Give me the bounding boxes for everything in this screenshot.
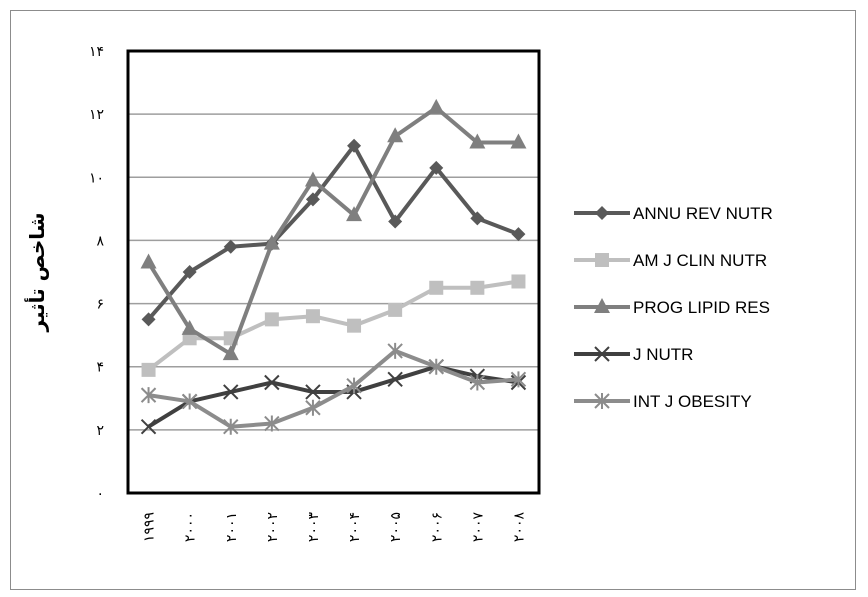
y-tick-label: ۱۲ [89,107,104,123]
y-tick-label: ۴ [96,360,104,376]
x-tick-label: ۲۰۰۲ [265,512,281,542]
x-tick-label: ۱۹۹۹ [142,512,158,542]
y-tick-label: ۱۰ [89,170,104,186]
x-tick-label: ۲۰۰۵ [388,512,404,542]
y-tick-label: ۰ [96,486,104,502]
data-point [429,281,443,295]
legend-marker [595,206,609,220]
y-tick-label: ۶ [96,297,104,313]
legend-item-annu-rev-nutr: ANNU REV NUTR [574,204,773,223]
legend-item-am-j-clin-nutr: AM J CLIN NUTR [574,251,767,270]
legend-label: J NUTR [633,345,693,364]
y-tick-labels: ۰ ۲ ۴ ۶ ۸ ۱۰ ۱۲ ۱۴ [89,44,105,502]
x-tick-label: ۲۰۰۷ [470,512,486,543]
y-tick-label: ۲ [96,423,104,439]
legend-label: PROG LIPID RES [633,298,770,317]
legend-label: ANNU REV NUTR [633,204,773,223]
legend: ANNU REV NUTR AM J CLIN NUTR PROG LIPID RE… [574,204,773,411]
y-tick-label: ۸ [96,233,104,249]
x-tick-label: ۲۰۰۶ [429,512,445,542]
x-tick-label: ۲۰۰۴ [347,512,363,542]
data-point [142,363,156,377]
legend-item-int-j-obesity: INT J OBESITY [574,392,752,411]
x-tick-label: ۲۰۰۱ [224,512,240,542]
x-tick-labels: ۱۹۹۹ ۲۰۰۰ ۲۰۰۱ ۲۰۰۲ ۲۰۰۳ ۲۰۰۴ ۲۰۰۵ ۲۰۰۶ ۲۰۰۷ ۲۰۰۸ [142,512,528,543]
y-tick-label: ۱۴ [89,44,104,60]
data-point [265,312,279,326]
x-tick-label: ۲۰۰۰ [183,512,199,542]
data-point [511,274,525,288]
legend-item-j-nutr: J NUTR [574,345,693,364]
legend-item-prog-lipid-res: PROG LIPID RES [574,298,770,317]
data-point [388,303,402,317]
data-point [470,281,484,295]
legend-label: AM J CLIN NUTR [633,251,767,270]
x-tick-label: ۲۰۰۳ [306,512,322,543]
legend-label: INT J OBESITY [633,392,752,411]
data-point [347,319,361,333]
legend-marker [595,253,609,267]
x-tick-label: ۲۰۰۸ [511,512,527,543]
data-point [306,309,320,323]
y-axis-label: شاخص تأثیر [23,213,49,333]
